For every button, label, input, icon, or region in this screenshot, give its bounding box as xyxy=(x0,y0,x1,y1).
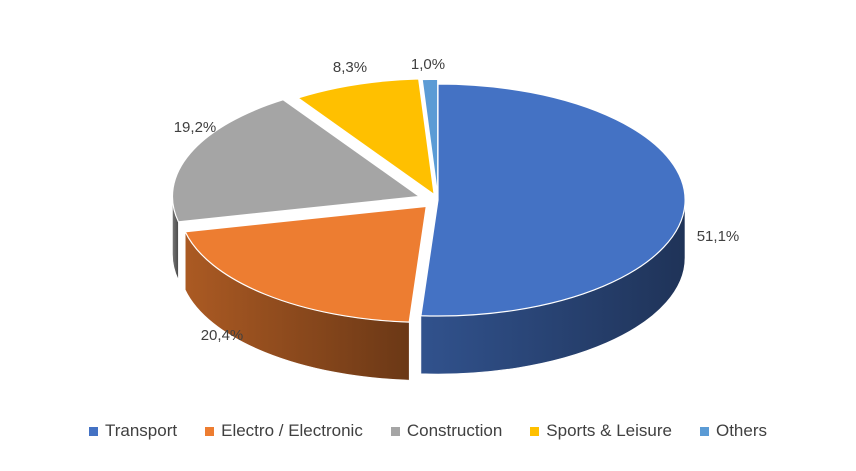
legend-item-others: Others xyxy=(699,421,767,441)
legend-label: Construction xyxy=(406,421,503,440)
legend-item-sports-leisure: Sports & Leisure xyxy=(530,421,672,441)
legend-label: Transport xyxy=(104,421,178,440)
data-label-sports-leisure: 8,3% xyxy=(333,59,367,76)
pie-slice-sports-leisure xyxy=(297,78,435,196)
pie-slice-transport xyxy=(420,83,686,317)
data-label-others: 1,0% xyxy=(411,56,445,73)
data-label-construction: 19,2% xyxy=(174,119,217,136)
legend-swatch-icon xyxy=(88,426,98,436)
pie-slice-construction xyxy=(171,99,421,223)
legend-swatch-icon xyxy=(390,426,400,436)
pie-chart: 51,1% 20,4% 19,2% 8,3% 1,0% xyxy=(171,56,740,381)
legend-swatch-icon xyxy=(205,426,215,436)
legend-swatch-icon xyxy=(530,426,540,436)
data-label-transport: 51,1% xyxy=(697,228,740,245)
legend-item-electro-electronic: Electro / Electronic xyxy=(205,421,363,441)
legend-swatch-icon xyxy=(699,426,709,436)
pie-slice-electro-electronic xyxy=(184,205,427,323)
legend-label: Others xyxy=(715,421,767,440)
legend-item-transport: Transport xyxy=(88,421,178,441)
legend-label: Sports & Leisure xyxy=(546,421,672,440)
pie-slice-others xyxy=(421,78,439,196)
legend-item-construction: Construction xyxy=(390,421,503,441)
legend-label: Electro / Electronic xyxy=(221,421,363,440)
chart-legend: Transport Electro / Electronic Constructio… xyxy=(0,417,856,445)
data-label-electro-electronic: 20,4% xyxy=(201,327,244,344)
